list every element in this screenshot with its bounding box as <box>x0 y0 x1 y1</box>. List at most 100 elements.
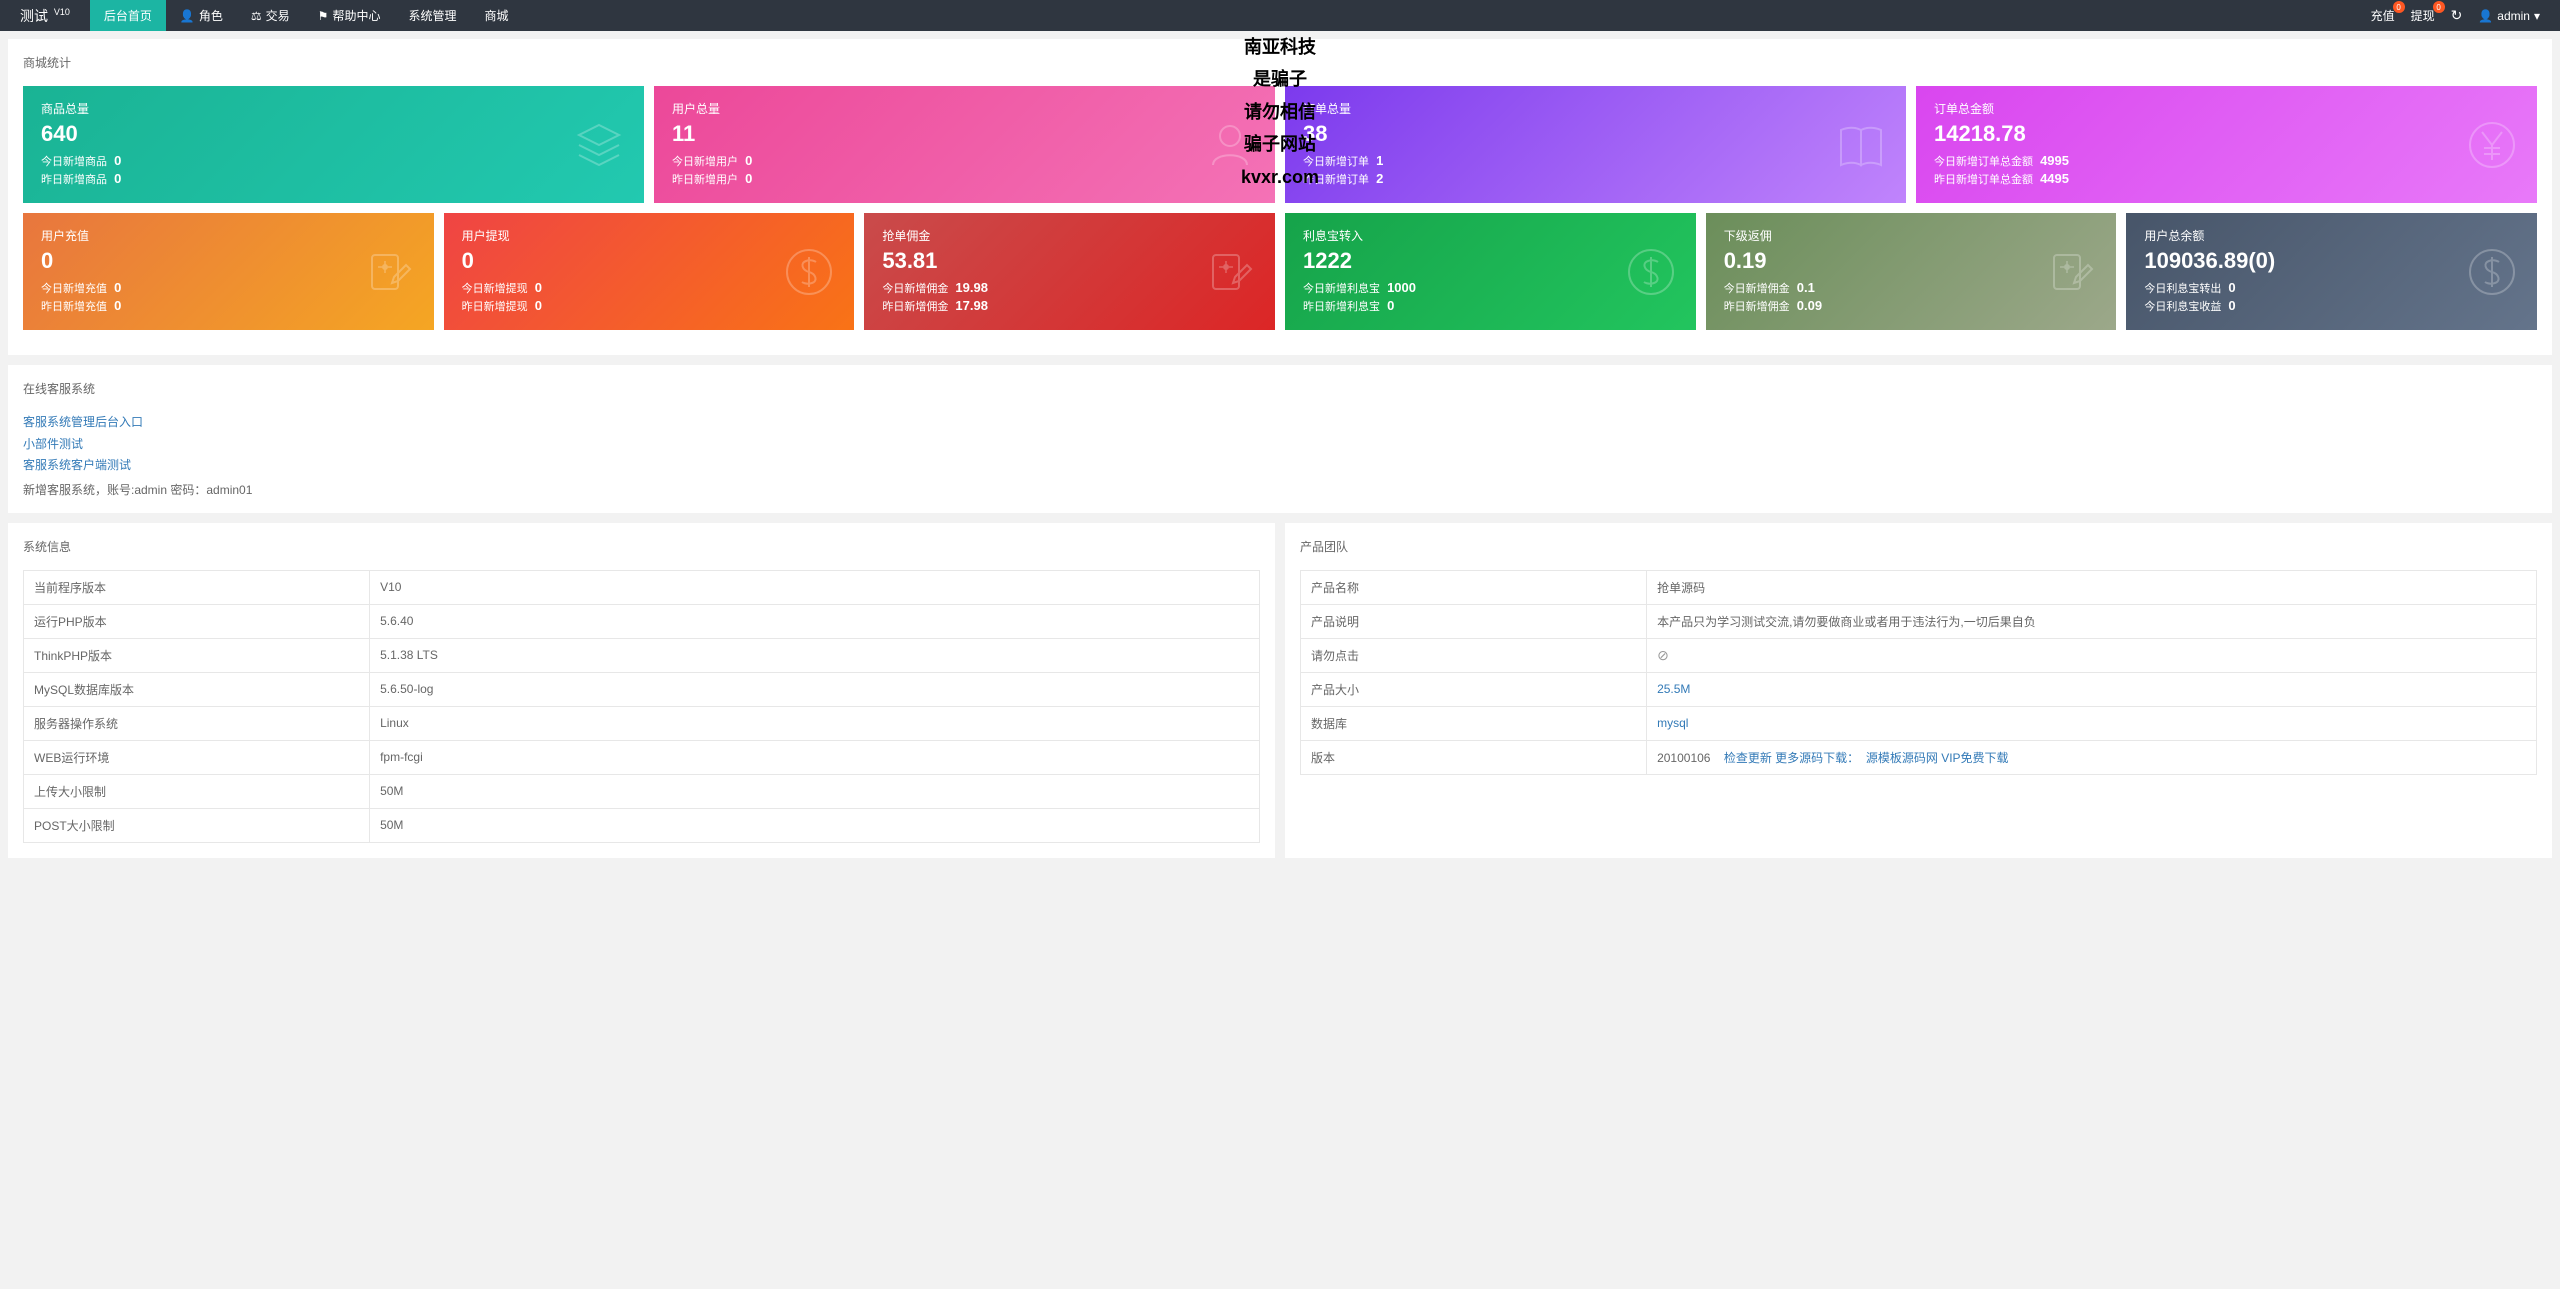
stat-sub2: 昨日新增用户 0 <box>672 171 1257 187</box>
table-row: 请勿点击⊘ <box>1301 638 2537 672</box>
info-key: 产品大小 <box>1301 672 1647 706</box>
withdraw-button[interactable]: 提现 0 <box>2411 7 2435 24</box>
withdraw-label: 提现 <box>2411 9 2435 23</box>
table-row: 服务器操作系统Linux <box>24 706 1260 740</box>
nav-item[interactable]: 👤角色 <box>166 0 237 31</box>
info-key: 上传大小限制 <box>24 774 370 808</box>
stat-value: 109036.89(0) <box>2144 248 2519 274</box>
kefu-note: 新增客服系统，账号:admin 密码：admin01 <box>23 481 2537 498</box>
sysinfo-panel: 系统信息 当前程序版本V10运行PHP版本5.6.40ThinkPHP版本5.1… <box>8 523 1275 858</box>
stat-value: 11 <box>672 121 1257 147</box>
stat-sub2: 昨日新增佣金 0.09 <box>1724 298 2099 314</box>
team-link[interactable]: mysql <box>1657 716 1688 730</box>
nav-item[interactable]: 商城 <box>470 0 522 31</box>
info-value: 本产品只为学习测试交流,请勿要做商业或者用于违法行为,一切后果自负 <box>1647 604 2537 638</box>
info-key: WEB运行环境 <box>24 740 370 774</box>
team-panel: 产品团队 产品名称抢单源码产品说明本产品只为学习测试交流,请勿要做商业或者用于违… <box>1285 523 2552 858</box>
stat-sub1: 今日新增提现 0 <box>462 280 837 296</box>
table-row: ThinkPHP版本5.1.38 LTS <box>24 638 1260 672</box>
table-row: 产品说明本产品只为学习测试交流,请勿要做商业或者用于违法行为,一切后果自负 <box>1301 604 2537 638</box>
info-key: POST大小限制 <box>24 808 370 842</box>
stat-title: 用户提现 <box>462 227 837 244</box>
nav-label: 系统管理 <box>408 7 456 24</box>
info-key: 请勿点击 <box>1301 638 1647 672</box>
stats-row-1: 商品总量640今日新增商品 0昨日新增商品 0用户总量11今日新增用户 0昨日新… <box>23 86 2537 203</box>
stat-title: 订单总金额 <box>1934 100 2519 117</box>
stat-value: 1222 <box>1303 248 1678 274</box>
table-row: MySQL数据库版本5.6.50-log <box>24 672 1260 706</box>
kefu-link[interactable]: 客服系统客户端测试 <box>23 455 2537 477</box>
panel-title: 系统信息 <box>23 538 1260 555</box>
table-row: 版本20100106 检查更新 更多源码下载： 源模板源码网 VIP免费下载 <box>1301 740 2537 774</box>
nav-item[interactable]: 后台首页 <box>90 0 166 31</box>
stat-title: 下级返佣 <box>1724 227 2099 244</box>
table-row: 上传大小限制50M <box>24 774 1260 808</box>
nav-icon: ⚑ <box>318 9 329 23</box>
table-row: 运行PHP版本5.6.40 <box>24 604 1260 638</box>
nav-label: 交易 <box>266 7 290 24</box>
info-value: V10 <box>370 570 1260 604</box>
stat-sub2: 昨日新增订单 2 <box>1303 171 1888 187</box>
sysinfo-table: 当前程序版本V10运行PHP版本5.6.40ThinkPHP版本5.1.38 L… <box>23 570 1260 843</box>
stat-value: 640 <box>41 121 626 147</box>
recharge-badge: 0 <box>2393 1 2405 13</box>
stat-sub1: 今日新增佣金 19.98 <box>882 280 1257 296</box>
stat-card: 订单总量 38 今日新增订单 1 昨日新增订单 2 <box>1285 86 1906 203</box>
check-update-link[interactable]: 检查更新 <box>1724 751 1772 765</box>
info-value: 抢单源码 <box>1647 570 2537 604</box>
stat-sub1: 今日新增佣金 0.1 <box>1724 280 2099 296</box>
stat-card: 用户总量11今日新增用户 0昨日新增用户 0 <box>654 86 1275 203</box>
stat-value: 38 <box>1303 121 1888 147</box>
user-menu[interactable]: 👤 admin ▾ <box>2478 9 2540 23</box>
vip-download-link[interactable]: 源模板源码网 VIP免费下载 <box>1866 751 2009 765</box>
nav-label: 后台首页 <box>104 7 152 24</box>
panel-title: 产品团队 <box>1300 538 2537 555</box>
team-table: 产品名称抢单源码产品说明本产品只为学习测试交流,请勿要做商业或者用于违法行为,一… <box>1300 570 2537 775</box>
stat-sub2: 昨日新增利息宝 0 <box>1303 298 1678 314</box>
stat-sub2: 昨日新增佣金 17.98 <box>882 298 1257 314</box>
nav-icon: 👤 <box>180 9 195 23</box>
stat-card: 订单总金额14218.78今日新增订单总金额 4995昨日新增订单总金额 449… <box>1916 86 2537 203</box>
recharge-button[interactable]: 充值 0 <box>2371 7 2395 24</box>
table-row: 当前程序版本V10 <box>24 570 1260 604</box>
nav-item[interactable]: 系统管理 <box>394 0 470 31</box>
stat-sub1: 今日新增商品 0 <box>41 153 626 169</box>
stat-title: 订单总量 <box>1303 100 1888 117</box>
table-row: 数据库mysql <box>1301 706 2537 740</box>
nav-icon: ⚖ <box>251 9 262 23</box>
nav-label: 帮助中心 <box>332 7 380 24</box>
refresh-icon[interactable]: ↻ <box>2451 7 2463 24</box>
table-row: POST大小限制50M <box>24 808 1260 842</box>
more-src-link[interactable]: 更多源码下载： <box>1775 751 1859 765</box>
table-row: WEB运行环境fpm-fcgi <box>24 740 1260 774</box>
info-value: ⊘ <box>1647 638 2537 672</box>
stat-title: 抢单佣金 <box>882 227 1257 244</box>
stat-sub1: 今日新增订单总金额 4995 <box>1934 153 2519 169</box>
stat-title: 利息宝转入 <box>1303 227 1678 244</box>
withdraw-badge: 0 <box>2433 1 2445 13</box>
team-link[interactable]: 25.5M <box>1657 682 1690 696</box>
kefu-link[interactable]: 客服系统管理后台入口 <box>23 412 2537 434</box>
info-value: 5.6.40 <box>370 604 1260 638</box>
stat-sub2: 昨日新增商品 0 <box>41 171 626 187</box>
nav-item[interactable]: ⚑帮助中心 <box>304 0 395 31</box>
nav-item[interactable]: ⚖ 交易 <box>237 0 304 31</box>
stat-sub2: 今日利息宝收益 0 <box>2144 298 2519 314</box>
stat-title: 商品总量 <box>41 100 626 117</box>
stat-card: 用户提现0今日新增提现 0昨日新增提现 0 <box>444 213 855 330</box>
info-key: MySQL数据库版本 <box>24 672 370 706</box>
info-value: 20100106 检查更新 更多源码下载： 源模板源码网 VIP免费下载 <box>1647 740 2537 774</box>
stat-card: 用户充值0今日新增充值 0昨日新增充值 0 <box>23 213 434 330</box>
stat-title: 用户充值 <box>41 227 416 244</box>
info-key: 产品说明 <box>1301 604 1647 638</box>
stat-sub1: 今日新增订单 1 <box>1303 153 1888 169</box>
info-value: fpm-fcgi <box>370 740 1260 774</box>
stat-title: 用户总量 <box>672 100 1257 117</box>
stat-sub1: 今日新增充值 0 <box>41 280 416 296</box>
stat-sub2: 昨日新增提现 0 <box>462 298 837 314</box>
header-right: 充值 0 提现 0 ↻ 👤 admin ▾ <box>2371 7 2560 24</box>
stat-value: 0.19 <box>1724 248 2099 274</box>
two-col: 系统信息 当前程序版本V10运行PHP版本5.6.40ThinkPHP版本5.1… <box>8 523 2552 868</box>
kefu-link[interactable]: 小部件测试 <box>23 434 2537 456</box>
info-value: mysql <box>1647 706 2537 740</box>
